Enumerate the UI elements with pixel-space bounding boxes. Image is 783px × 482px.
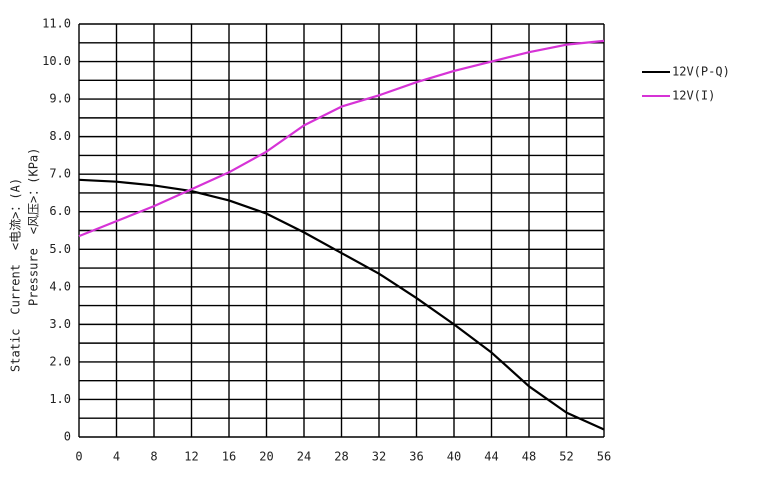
y-tick-label: 11.0 bbox=[42, 17, 71, 31]
y-tick-label: 8.0 bbox=[49, 129, 71, 143]
y-tick-label: 0 bbox=[64, 430, 71, 444]
y-tick-label: 2.0 bbox=[49, 354, 71, 368]
legend-label: 12V(I) bbox=[672, 89, 715, 103]
y-tick-label: 6.0 bbox=[49, 204, 71, 218]
x-tick-label: 52 bbox=[559, 450, 573, 464]
x-tick-label: 28 bbox=[334, 450, 348, 464]
x-tick-label: 32 bbox=[372, 450, 386, 464]
y-tick-label: 3.0 bbox=[49, 317, 71, 331]
x-tick-label: 56 bbox=[597, 450, 611, 464]
x-tick-label: 24 bbox=[297, 450, 311, 464]
y-tick-label: 5.0 bbox=[49, 242, 71, 256]
series-line bbox=[78, 178, 605, 431]
series-line bbox=[78, 39, 605, 238]
y-axis-label: Pressure bbox=[27, 248, 41, 306]
y-axis-label: <电流>：(A) bbox=[9, 178, 23, 250]
x-tick-label: 44 bbox=[484, 450, 498, 464]
x-tick-label: 8 bbox=[150, 450, 157, 464]
y-axis-label: <风压>：(KPa) bbox=[27, 148, 41, 235]
y-tick-label: 1.0 bbox=[49, 392, 71, 406]
x-tick-label: 36 bbox=[409, 450, 423, 464]
x-tick-label: 0 bbox=[75, 450, 82, 464]
x-tick-label: 20 bbox=[259, 450, 273, 464]
y-tick-label: 9.0 bbox=[49, 92, 71, 106]
x-tick-label: 4 bbox=[113, 450, 120, 464]
y-axis-label: Current bbox=[9, 264, 23, 315]
x-tick-label: 48 bbox=[522, 450, 536, 464]
x-tick-label: 16 bbox=[222, 450, 236, 464]
y-tick-label: 4.0 bbox=[49, 279, 71, 293]
y-tick-label: 7.0 bbox=[49, 167, 71, 181]
x-tick-label: 12 bbox=[184, 450, 198, 464]
y-tick-label: 10.0 bbox=[42, 54, 71, 68]
legend-label: 12V(P-Q) bbox=[672, 65, 730, 79]
x-tick-label: 40 bbox=[447, 450, 461, 464]
y-axis-label: Static bbox=[9, 329, 23, 372]
